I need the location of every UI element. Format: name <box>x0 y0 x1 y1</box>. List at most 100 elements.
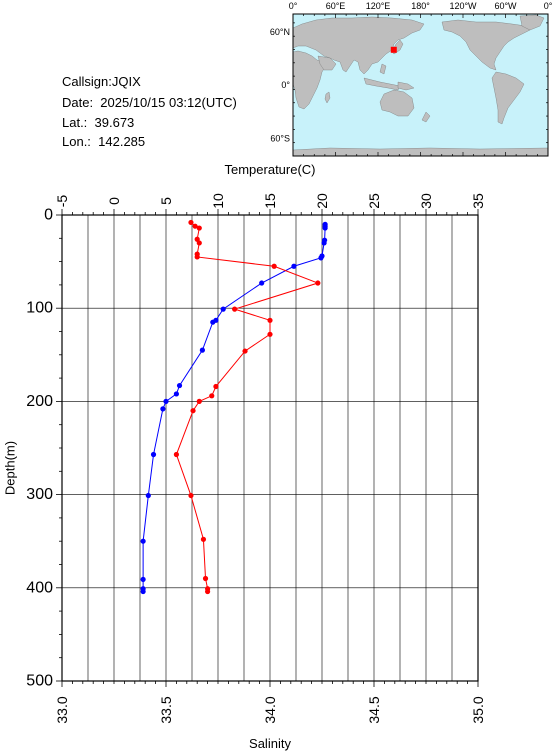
land-africa <box>292 50 327 110</box>
map-lat-label: 60°S <box>270 133 290 143</box>
temperature-tick-label: 30 <box>418 193 434 209</box>
depth-tick-label: 100 <box>26 300 53 317</box>
map-lat-label: 60°N <box>270 27 290 37</box>
temperature-point <box>150 451 157 458</box>
map-ticks <box>292 14 549 157</box>
map-longitude-labels: 0° 60°E 120°E 180° 120°W 60°W 0° <box>289 1 553 11</box>
salinity-point <box>188 219 194 226</box>
salinity-point <box>196 398 202 404</box>
temperature-point <box>160 406 166 412</box>
world-map: 0° 60°E 120°E 180° 120°W 60°W 0° 60°N 0° 60°S <box>270 1 553 157</box>
depth-tick-label: 400 <box>26 579 53 596</box>
temperature-tick-label: 5 <box>158 197 174 205</box>
temperature-tick-label: 20 <box>314 193 330 209</box>
land-australia <box>379 89 415 117</box>
callsign-text: Callsign:JQIX <box>62 74 141 89</box>
salinity-point <box>192 223 198 229</box>
salinity-point <box>315 280 321 286</box>
salinity-point <box>205 588 211 595</box>
salinity-tick-label: 33.0 <box>54 696 70 723</box>
depth-axis-label: Depth(m) <box>3 441 18 495</box>
temperature-profile-line <box>142 224 326 592</box>
salinity-point <box>209 393 215 399</box>
land-new-zealand <box>421 111 431 123</box>
temperature-tick-label: -5 <box>54 195 70 208</box>
map-lon-label: 120°E <box>366 1 391 11</box>
map-land <box>292 14 549 157</box>
salinity-point <box>194 254 200 260</box>
temperature-point <box>322 225 328 231</box>
temperature-point <box>220 306 226 312</box>
map-lon-label: 120°W <box>449 1 477 11</box>
salinity-point <box>196 240 202 246</box>
salinity-axis: 33.0 33.5 34.0 34.5 35.0 <box>54 681 486 724</box>
map-lon-label: 0° <box>544 1 553 11</box>
longitude-text: Lon.: 142.285 <box>62 134 146 149</box>
temperature-point <box>321 240 327 246</box>
salinity-profile <box>173 219 321 595</box>
salinity-point <box>190 408 196 414</box>
salinity-axis-label: Salinity <box>249 736 291 751</box>
map-lon-label: 60°W <box>494 1 517 11</box>
date-text: Date: 2025/10/15 03:12(UTC) <box>62 95 237 110</box>
temperature-tick-label: 10 <box>210 193 226 209</box>
salinity-point <box>202 575 209 582</box>
temperature-point <box>199 347 205 353</box>
salinity-point <box>267 317 273 323</box>
map-latitude-labels: 60°N 0° 60°S <box>270 27 291 144</box>
land-madagascar <box>324 91 331 104</box>
land-greenland <box>519 14 545 31</box>
depth-tick-label: 300 <box>26 486 53 503</box>
map-lon-label: 60°E <box>326 1 346 11</box>
salinity-point <box>196 225 202 231</box>
map-lon-label: 0° <box>289 1 298 11</box>
temperature-point <box>140 538 146 544</box>
temperature-tick-label: 25 <box>366 193 382 209</box>
salinity-point <box>271 263 277 269</box>
temperature-axis: -5 0 5 10 15 20 25 30 35 <box>54 193 486 215</box>
temperature-point <box>176 382 183 389</box>
land-south-america <box>491 71 525 125</box>
temperature-point <box>318 255 324 261</box>
depth-axis: 0 100 200 300 400 500 <box>26 207 62 690</box>
profile-chart: -5 0 5 10 15 20 25 30 35 33.0 33.5 34.0 34.5 35.0 01… <box>3 162 487 751</box>
depth-tick-label: 0 <box>44 207 53 224</box>
temperature-point <box>163 398 169 404</box>
salinity-point <box>242 348 248 354</box>
temperature-point <box>259 280 265 286</box>
station-marker <box>390 46 397 53</box>
temperature-point <box>291 263 297 269</box>
land-new-guinea <box>397 81 415 91</box>
salinity-point <box>267 331 273 337</box>
temperature-profile <box>140 221 328 595</box>
depth-tick-label: 200 <box>26 393 53 410</box>
salinity-tick-label: 34.0 <box>262 696 278 723</box>
salinity-point <box>213 383 219 390</box>
depth-tick-label: 500 <box>26 673 53 690</box>
salinity-tick-label: 35.0 <box>470 696 486 723</box>
map-lon-label: 180° <box>411 1 430 11</box>
land-north-america <box>441 19 531 71</box>
salinity-point <box>188 492 194 499</box>
temperature-tick-label: 15 <box>262 193 278 209</box>
temperature-point <box>140 588 146 595</box>
salinity-tick-label: 34.5 <box>366 696 382 723</box>
chart-grid <box>62 215 478 681</box>
salinity-profile-line <box>175 222 320 592</box>
temperature-axis-label: Temperature(C) <box>224 162 315 177</box>
map-lat-label: 0° <box>281 80 290 90</box>
profile-series <box>140 219 328 595</box>
temperature-point <box>140 576 146 583</box>
temperature-tick-label: 35 <box>470 193 486 209</box>
salinity-tick-label: 33.5 <box>158 696 174 723</box>
salinity-point <box>232 306 238 312</box>
temperature-tick-label: 0 <box>106 197 122 205</box>
salinity-point <box>200 536 207 542</box>
land-philippines <box>379 63 387 75</box>
temperature-point <box>210 319 216 325</box>
latitude-text: Lat.: 39.673 <box>62 115 135 130</box>
temperature-point <box>173 391 179 397</box>
land-arabia <box>317 55 337 71</box>
temperature-point <box>145 492 151 499</box>
